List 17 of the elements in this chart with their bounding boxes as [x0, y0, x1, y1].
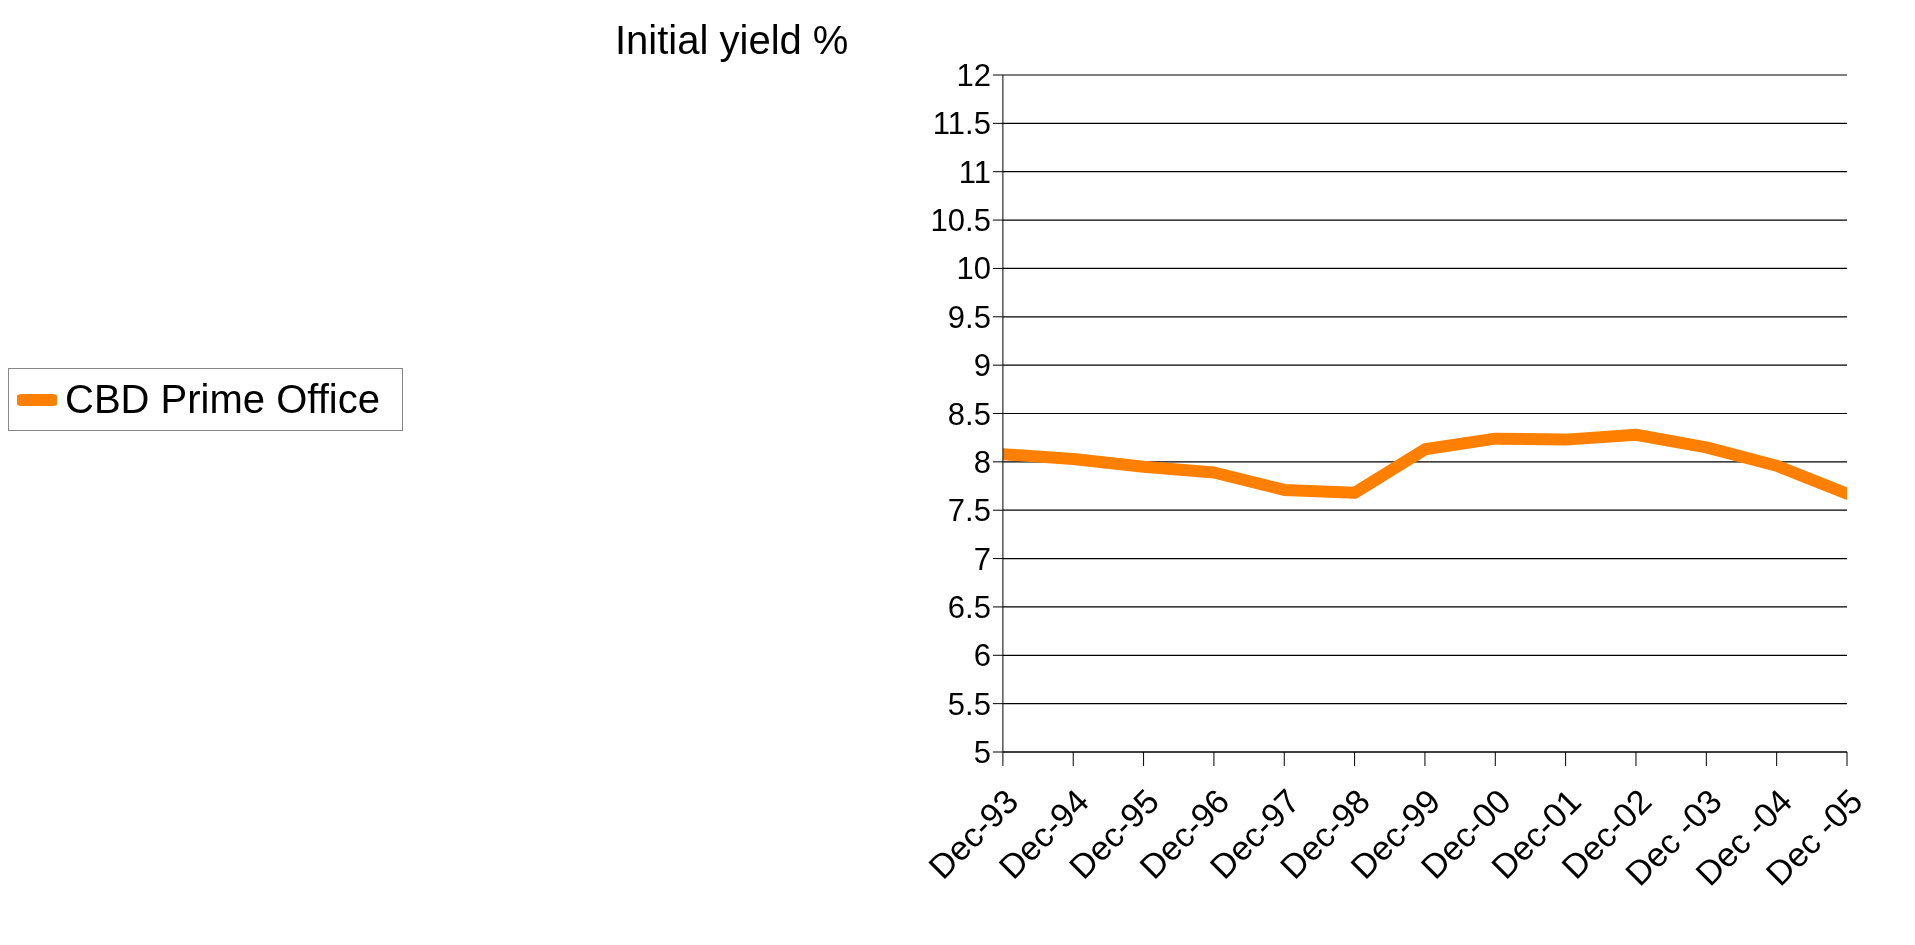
y-tick-label: 9.5	[947, 299, 991, 335]
y-tick-label: 7.5	[947, 493, 991, 529]
y-tick-label: 5	[973, 735, 991, 771]
y-tick-label: 10.5	[930, 203, 991, 239]
y-tick-label: 11.5	[932, 106, 991, 142]
y-tick-label: 11	[958, 154, 991, 190]
y-tick-label: 5.5	[947, 686, 991, 722]
chart-title: Initial yield %	[615, 18, 849, 63]
y-tick-label: 6.5	[947, 589, 991, 625]
y-tick-label: 8	[973, 444, 991, 480]
y-tick-label: 9	[973, 348, 991, 384]
y-tick-label: 12	[956, 58, 991, 93]
y-tick-label: 7	[973, 541, 991, 577]
y-tick-label: 10	[956, 251, 991, 287]
y-tick-label: 8.5	[947, 396, 991, 432]
legend-label: CBD Prime Office	[65, 377, 380, 422]
y-tick-label: 6	[973, 638, 991, 674]
